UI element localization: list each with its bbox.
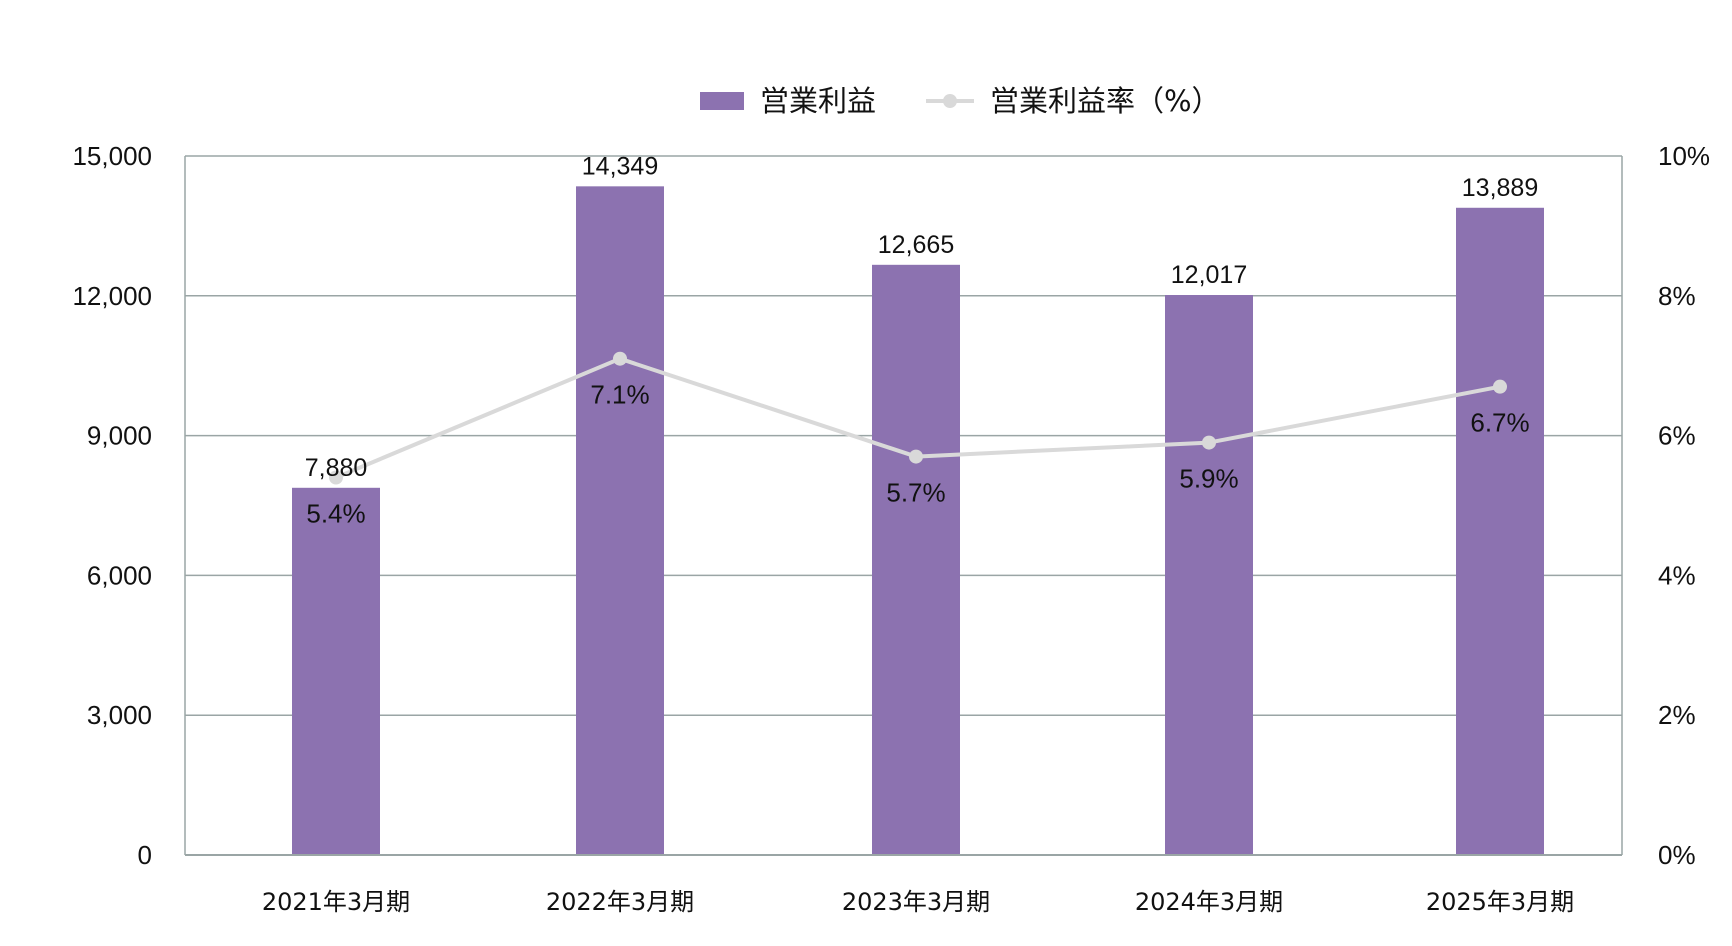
y-axis-right: 0% 2% 4% 6% 8% 10%	[1658, 141, 1710, 870]
y-left-tick-label: 0	[138, 840, 152, 870]
x-tick-label: 2023年3月期	[842, 888, 990, 916]
bar-value-label: 13,889	[1462, 174, 1538, 202]
x-tick-label: 2022年3月期	[546, 888, 694, 916]
bar-value-label: 7,880	[305, 454, 368, 482]
bar	[1456, 207, 1544, 856]
x-tick-label: 2025年3月期	[1426, 888, 1574, 916]
rate-point	[1493, 379, 1507, 394]
rate-value-label: 6.7%	[1470, 408, 1529, 438]
bar-value-label: 14,349	[582, 152, 658, 180]
x-axis: 2021年3月期 2022年3月期 2023年3月期 2024年3月期 2025年3月期	[185, 854, 1622, 916]
legend-bar-label: 営業利益	[760, 84, 876, 118]
legend-line-label: 営業利益率（%）	[990, 84, 1221, 118]
y-axis-left: 0 3,000 6,000 9,000 12,000 15,000	[72, 141, 152, 870]
y-right-tick-label: 4%	[1658, 560, 1696, 590]
legend-bar-swatch	[700, 92, 744, 110]
y-right-tick-label: 8%	[1658, 281, 1696, 311]
y-right-tick-label: 0%	[1658, 840, 1696, 870]
rate-value-label: 7.1%	[590, 380, 649, 410]
legend-line-marker	[943, 94, 957, 108]
rate-value-label: 5.4%	[306, 499, 365, 529]
y-left-tick-label: 12,000	[72, 281, 152, 311]
y-right-tick-label: 10%	[1658, 141, 1710, 171]
rate-point	[909, 449, 923, 464]
bar	[292, 487, 380, 855]
rate-point	[613, 351, 627, 366]
y-left-tick-label: 9,000	[87, 421, 152, 451]
x-tick-label: 2021年3月期	[262, 888, 410, 916]
y-right-tick-label: 2%	[1658, 700, 1696, 730]
y-left-tick-label: 15,000	[72, 141, 152, 171]
bar-value-label: 12,665	[878, 231, 954, 259]
rate-point	[1202, 435, 1216, 450]
rate-value-label: 5.9%	[1179, 464, 1238, 494]
rate-point	[329, 470, 343, 485]
y-left-tick-label: 6,000	[87, 560, 152, 590]
data-labels: 7,880 14,349 12,665 12,017 13,889 5.4% 7.1% 5.7…	[305, 152, 1539, 528]
bar	[1165, 295, 1253, 855]
y-left-tick-label: 3,000	[87, 700, 152, 730]
bar-value-label: 12,017	[1171, 261, 1247, 289]
y-right-tick-label: 6%	[1658, 421, 1696, 451]
bar	[576, 186, 664, 855]
bar	[872, 264, 960, 855]
legend: 営業利益 営業利益率（%）	[700, 84, 1221, 118]
x-tick-label: 2024年3月期	[1135, 888, 1283, 916]
bar-series	[292, 186, 1544, 856]
rate-value-label: 5.7%	[886, 478, 945, 508]
line-series	[329, 351, 1507, 485]
